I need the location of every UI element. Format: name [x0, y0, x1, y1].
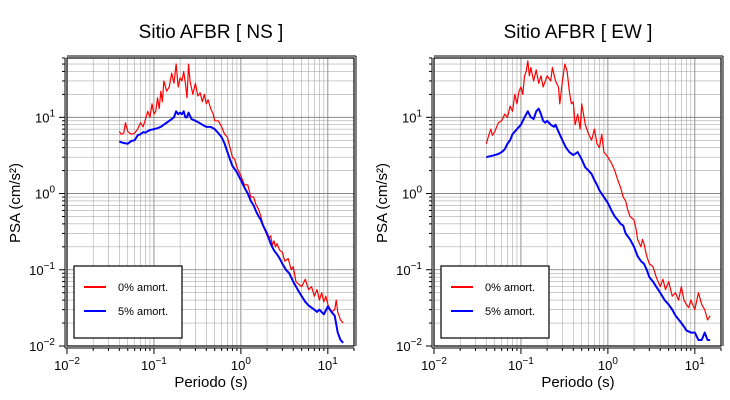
legend: 0% amort. 5% amort.: [440, 265, 550, 339]
x-tick-label: 10−2: [421, 356, 447, 373]
y-tick-label: 10−1: [29, 261, 55, 278]
x-tick-label: 100: [231, 356, 251, 373]
legend: 0% amort. 5% amort.: [73, 265, 183, 339]
legend-label: 5% amort.: [485, 306, 535, 318]
y-tick-label: 101: [35, 108, 55, 125]
series-line-blue: [486, 107, 711, 341]
y-axis-label: PSA (cm/s²): [7, 163, 24, 243]
legend-label: 5% amort.: [118, 306, 168, 318]
legend-box: [73, 265, 183, 339]
y-tick-label: 10−2: [29, 337, 55, 354]
legend-label: 0% amort.: [485, 282, 535, 294]
x-axis-label: Periodo (s): [174, 374, 247, 391]
x-tick-label: 101: [318, 356, 338, 373]
chart-panel-ns: Sitio AFBR [ NS ] Periodo (s) PSA (cm/s²…: [7, 22, 357, 391]
chart-title: Sitio AFBR [ EW ]: [504, 22, 653, 43]
series-line-red: [485, 60, 711, 321]
y-tick-label: 100: [402, 185, 422, 202]
chart-title: Sitio AFBR [ NS ]: [139, 22, 284, 43]
chart-panel-ew: Sitio AFBR [ EW ] Periodo (s) PSA (cm/s²…: [374, 22, 724, 391]
y-tick-label: 10−2: [396, 337, 422, 354]
x-tick-label: 10−2: [54, 356, 80, 373]
x-axis-label: Periodo (s): [541, 374, 614, 391]
x-tick-label: 10−1: [508, 356, 534, 373]
legend-label: 0% amort.: [118, 282, 168, 294]
y-tick-label: 101: [402, 108, 422, 125]
series-line-blue: [119, 110, 344, 344]
y-tick-label: 10−1: [396, 261, 422, 278]
x-tick-label: 100: [598, 356, 618, 373]
series-line-red: [118, 63, 344, 324]
legend-box: [440, 265, 550, 339]
x-tick-label: 10−1: [141, 356, 167, 373]
y-axis-label: PSA (cm/s²): [374, 163, 391, 243]
y-tick-label: 100: [35, 185, 55, 202]
plot-frame: [433, 57, 722, 347]
x-tick-label: 101: [685, 356, 705, 373]
plot-frame: [66, 57, 355, 347]
